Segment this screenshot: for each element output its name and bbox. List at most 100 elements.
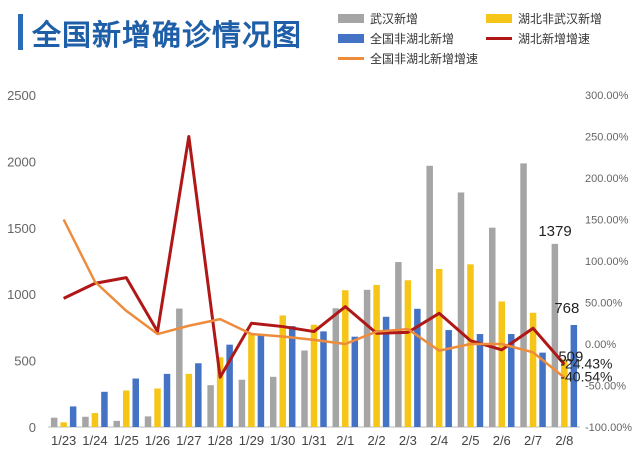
category-label: 2/5 bbox=[461, 433, 479, 448]
bar-hubei-non-wuhan bbox=[216, 357, 224, 427]
category-label: 2/1 bbox=[336, 433, 354, 448]
legend-swatch-national-non-hubei bbox=[338, 34, 364, 43]
bar-wuhan bbox=[332, 308, 340, 427]
bar-national-non-hubei bbox=[320, 331, 327, 427]
category-label: 1/30 bbox=[270, 433, 295, 448]
bar-national-non-hubei bbox=[476, 334, 484, 427]
category-label: 2/3 bbox=[399, 433, 417, 448]
bar-national-non-hubei bbox=[101, 391, 108, 427]
bar-hubei-non-wuhan bbox=[60, 422, 67, 427]
right-axis-tick-label: 300.00% bbox=[585, 90, 629, 102]
left-axis-tick-label: 2000 bbox=[7, 154, 36, 169]
bar-national-non-hubei bbox=[539, 352, 546, 427]
right-axis-tick-label: 100.00% bbox=[585, 256, 629, 268]
category-label: 1/23 bbox=[51, 433, 76, 448]
right-axis-tick-label: -50.00% bbox=[585, 381, 626, 393]
bar-wuhan bbox=[426, 165, 433, 427]
bar-wuhan bbox=[144, 416, 152, 427]
legend-label-wuhan: 武汉新增 bbox=[370, 12, 419, 26]
bar-wuhan bbox=[176, 308, 183, 427]
bar-wuhan bbox=[207, 385, 214, 427]
bar-hubei-non-wuhan bbox=[342, 290, 349, 427]
bar-wuhan bbox=[363, 289, 371, 427]
legend-label-national-non-hubei: 全国非湖北新增 bbox=[370, 32, 455, 46]
legend-item-hubei-non-wuhan: 湖北非武汉新增 bbox=[486, 10, 602, 27]
bar-hubei-non-wuhan bbox=[279, 315, 286, 427]
bar-hubei-non-wuhan bbox=[185, 373, 193, 427]
bar-hubei-non-wuhan bbox=[122, 390, 130, 427]
bar-wuhan bbox=[457, 192, 465, 427]
bar-national-non-hubei bbox=[69, 406, 77, 427]
bar-hubei-non-wuhan bbox=[310, 324, 318, 427]
bar-national-non-hubei bbox=[288, 326, 296, 427]
right-axis-tick-label: 250.00% bbox=[585, 132, 629, 144]
bar-hubei-non-wuhan bbox=[435, 268, 443, 427]
data-label: 509 bbox=[558, 348, 583, 365]
category-label: 2/8 bbox=[555, 433, 573, 448]
bar-wuhan bbox=[395, 262, 402, 427]
right-axis-tick-label: 0.00% bbox=[585, 339, 616, 351]
right-axis-tick-label: -100.00% bbox=[585, 422, 632, 434]
bar-national-non-hubei bbox=[132, 378, 139, 427]
category-label: 1/29 bbox=[239, 433, 264, 448]
legend-label-hubei-non-wuhan: 湖北非武汉新增 bbox=[518, 12, 603, 26]
left-axis-tick-label: 1000 bbox=[7, 287, 36, 302]
bar-hubei-non-wuhan bbox=[373, 284, 380, 427]
chart-title: 全国新增确诊情况图 bbox=[32, 20, 303, 52]
legend-swatch-hubei-non-wuhan bbox=[486, 14, 512, 23]
category-label: 2/7 bbox=[524, 433, 542, 448]
legend-label-hubei-growth: 湖北新增增速 bbox=[518, 32, 591, 46]
bar-wuhan bbox=[113, 420, 120, 427]
legend-label-national-growth: 全国非湖北新增增速 bbox=[370, 52, 479, 66]
data-label: -40.54% bbox=[560, 369, 612, 385]
bar-wuhan bbox=[489, 227, 496, 427]
left-axis-tick-label: 500 bbox=[14, 354, 36, 369]
bar-national-non-hubei bbox=[445, 330, 452, 427]
right-axis-tick-label: 50.00% bbox=[585, 298, 623, 310]
left-axis-tick-label: 1500 bbox=[7, 221, 36, 236]
legend-item-wuhan: 武汉新增 bbox=[338, 10, 418, 27]
category-label: 1/28 bbox=[207, 433, 232, 448]
bar-national-non-hubei bbox=[570, 325, 578, 427]
left-axis-tick-label: 2500 bbox=[7, 88, 36, 103]
category-label: 1/26 bbox=[145, 433, 170, 448]
legend-item-national-growth: 全国非湖北新增增速 bbox=[338, 50, 478, 67]
legend-swatch-hubei-growth bbox=[486, 37, 512, 40]
category-label: 2/2 bbox=[368, 433, 386, 448]
right-axis-tick-label: 200.00% bbox=[585, 173, 629, 185]
category-label: 1/27 bbox=[176, 433, 201, 448]
bar-national-non-hubei bbox=[508, 334, 515, 427]
data-label: -24.43% bbox=[560, 355, 612, 371]
category-label: 1/31 bbox=[301, 433, 326, 448]
bar-national-non-hubei bbox=[414, 308, 421, 427]
bar-national-non-hubei bbox=[163, 373, 171, 427]
bar-hubei-non-wuhan bbox=[404, 280, 412, 427]
bar-wuhan bbox=[238, 379, 246, 427]
bar-wuhan bbox=[269, 376, 277, 427]
bar-hubei-non-wuhan bbox=[529, 312, 537, 427]
category-label: 2/6 bbox=[493, 433, 511, 448]
bar-hubei-non-wuhan bbox=[498, 301, 506, 427]
bar-national-non-hubei bbox=[226, 344, 233, 427]
legend-swatch-national-growth bbox=[338, 57, 364, 60]
bar-wuhan bbox=[82, 416, 89, 427]
bar-wuhan bbox=[50, 417, 58, 427]
legend: 武汉新增 湖北非武汉新增 全国非湖北新增 湖北新增增速 全国非湖北新增增速 bbox=[338, 8, 638, 68]
data-label: 768 bbox=[554, 300, 579, 317]
category-label: 1/24 bbox=[82, 433, 107, 448]
bar-wuhan bbox=[520, 163, 527, 427]
left-axis-tick-label: 0 bbox=[29, 420, 36, 435]
bar-hubei-non-wuhan bbox=[91, 413, 99, 427]
right-axis-tick-label: 150.00% bbox=[585, 215, 629, 227]
line-national-growth bbox=[62, 218, 566, 379]
legend-item-hubei-growth: 湖北新增增速 bbox=[486, 30, 590, 47]
bar-wuhan bbox=[301, 350, 308, 427]
category-label: 2/4 bbox=[430, 433, 448, 448]
bar-hubei-non-wuhan bbox=[248, 334, 255, 427]
bar-national-non-hubei bbox=[257, 334, 265, 427]
bar-hubei-non-wuhan bbox=[154, 388, 161, 427]
bar-national-non-hubei bbox=[195, 363, 202, 427]
bar-hubei-non-wuhan bbox=[467, 264, 474, 427]
category-label: 1/25 bbox=[114, 433, 139, 448]
